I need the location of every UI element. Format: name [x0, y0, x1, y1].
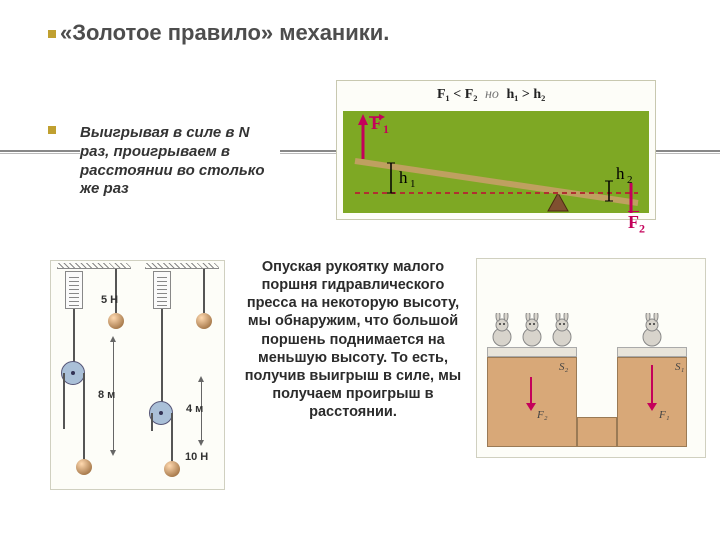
rabbit-icon	[549, 313, 575, 347]
rabbit-icon	[489, 313, 515, 347]
f1-arrow	[651, 365, 653, 405]
s1-label: S₁	[675, 361, 684, 373]
dist-right: 4 м	[186, 403, 203, 415]
pulley-left: 5 Н 8 м	[53, 261, 135, 486]
svg-text:1: 1	[410, 178, 416, 190]
f2-arrow	[530, 377, 532, 405]
svg-text:h: h	[616, 164, 625, 183]
formula-h: h₁ > h₂	[506, 87, 545, 102]
pulley-diagram: 5 Н 8 м 10 Н 4 м	[50, 260, 225, 490]
page-title: «Золотое правило» механики.	[0, 0, 720, 46]
lever-svg: F 1 h 1 h 2	[343, 111, 649, 213]
f1-label-h: F₁	[659, 409, 670, 421]
f2-label: F2	[628, 212, 645, 237]
lever-diagram: F₁ < F₂ но h₁ > h₂ F 1 h 1	[336, 80, 656, 220]
lever-field: F 1 h 1 h 2 F2	[343, 111, 649, 213]
svg-text:h: h	[399, 168, 408, 187]
rabbit-icon	[639, 313, 665, 347]
dist-left: 8 м	[98, 389, 115, 401]
svg-text:1: 1	[383, 122, 389, 136]
formula-but: но	[485, 87, 499, 102]
statement-text: Выигрывая в силе в N раз, проигрываем в …	[80, 120, 280, 203]
lever-formula: F₁ < F₂ но h₁ > h₂	[437, 87, 545, 103]
body-text: Опуская рукоятку малого поршня гидравлич…	[238, 258, 468, 421]
rabbit-icon	[519, 313, 545, 347]
force-right: 10 Н	[185, 451, 208, 463]
s2-label: S₂	[559, 361, 568, 373]
force-left: 5 Н	[101, 294, 118, 306]
f2-label-h: F₂	[537, 409, 548, 421]
formula-f: F₁ < F₂	[437, 87, 477, 102]
hydraulic-diagram: S₂ S₁ F₂ F₁	[476, 258, 706, 458]
pulley-right: 10 Н 4 м	[141, 261, 223, 486]
